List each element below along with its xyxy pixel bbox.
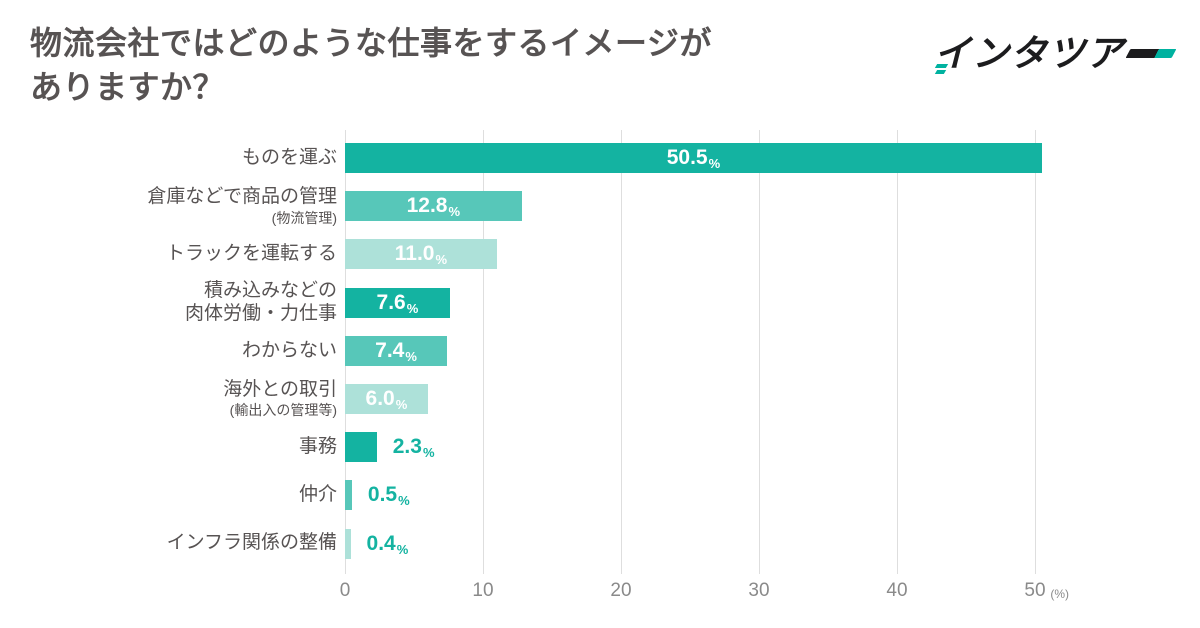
page-title-line1: 物流会社ではどのような仕事をするイメージが [30, 25, 712, 61]
value-number: 50.5 [666, 146, 708, 169]
category-sublabel-text: (物流管理) [271, 209, 337, 226]
category-label: わからない [0, 328, 337, 374]
category-label-text: 海外との取引 [223, 379, 337, 401]
category-label-text-line2: 肉体労働・力仕事 [184, 302, 337, 324]
value-percent-sign: % [448, 204, 461, 220]
x-tick-label: 20 [610, 580, 632, 601]
bar-light [345, 384, 428, 414]
value-percent-sign: % [405, 348, 417, 364]
value-label: 0.5% [368, 480, 410, 510]
grid-line [483, 130, 484, 574]
bar-light [345, 528, 351, 559]
logo-first-char: イ [934, 33, 972, 74]
x-tick-label: 40 [886, 580, 908, 601]
page-title: 物流会社ではどのような仕事をするイメージが ありますか？ [30, 22, 712, 109]
page-title-line2: ありますか？ [30, 68, 226, 105]
grid-line [1035, 130, 1036, 574]
category-label-text: トラックを運転する [165, 243, 337, 265]
value-number: 0.4 [366, 531, 396, 555]
value-label: 7.4% [345, 336, 447, 366]
value-number: 7.6 [376, 290, 406, 314]
value-number: 12.8 [406, 194, 448, 218]
category-label: ものを運ぶ [0, 135, 337, 181]
bar-dark [345, 143, 1042, 173]
value-label: 7.6% [345, 288, 450, 318]
value-number: 0.5 [367, 483, 398, 507]
value-label: 0.4% [367, 529, 409, 559]
category-label-text: インフラ関係の整備 [166, 532, 337, 554]
intatour-logo: インタツア [934, 28, 1177, 74]
value-percent-sign: % [435, 252, 448, 268]
category-label: 仲介 [0, 472, 337, 518]
value-label: 6.0% [345, 384, 428, 414]
category-label: 海外との取引 (輸出入の管理等) [0, 376, 337, 422]
value-percent-sign: % [406, 300, 419, 316]
x-axis-unit-label: (%) [1050, 587, 1070, 601]
value-percent-sign: % [708, 156, 721, 171]
category-sublabel-text: (輸出入の管理等) [229, 402, 337, 419]
category-label-text: わからない [241, 339, 337, 361]
bar-dark [345, 432, 377, 463]
value-percent-sign: % [398, 493, 410, 509]
category-label-text: 事務 [298, 435, 337, 457]
value-number: 2.3 [392, 435, 422, 459]
grid-line [621, 130, 622, 574]
value-number: 6.0 [365, 387, 395, 410]
category-label-text: 積み込みなどの [203, 280, 337, 302]
bar-medium [345, 480, 352, 511]
value-label: 11.0% [345, 239, 497, 269]
category-label: 倉庫などで商品の管理 (物流管理) [0, 183, 337, 229]
x-tick-label: 10 [472, 580, 494, 601]
bar-light [345, 239, 497, 270]
value-label: 50.5% [345, 143, 1042, 173]
category-label-text: 倉庫などで商品の管理 [147, 186, 337, 208]
value-number: 11.0 [394, 242, 435, 266]
value-label: 12.8% [345, 191, 522, 221]
logo-middle-text: ンタツア [972, 33, 1124, 74]
category-label: 事務 [0, 424, 337, 470]
grid-line [897, 130, 898, 574]
value-number: 7.4 [375, 338, 405, 362]
x-tick-label: 50 (%) [1024, 580, 1070, 601]
category-label-text: ものを運ぶ [241, 146, 337, 168]
category-label: 積み込みなどの 肉体労働・力仕事 [0, 280, 337, 326]
bar-dark [345, 287, 450, 318]
x-tick-label: 30 [748, 580, 770, 601]
value-label: 2.3% [393, 432, 435, 462]
grid-line [759, 130, 760, 574]
value-percent-sign: % [396, 541, 409, 557]
category-label-text: 仲介 [298, 484, 337, 506]
x-tick-label: 0 [339, 580, 351, 601]
bar-medium [345, 191, 522, 222]
category-label: インフラ関係の整備 [0, 521, 337, 567]
category-label: トラックを運転する [0, 231, 337, 277]
value-percent-sign: % [422, 445, 435, 461]
bar-medium [345, 335, 448, 366]
value-percent-sign: % [395, 397, 408, 412]
